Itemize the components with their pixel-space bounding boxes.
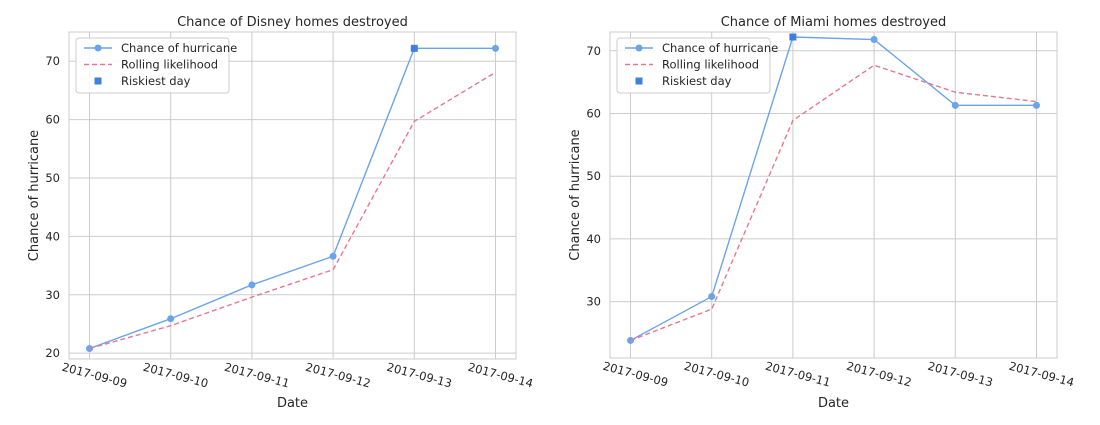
y-tick-label: 70 xyxy=(586,44,601,58)
rolling-likelihood-line xyxy=(630,64,1037,342)
legend-label: Chance of hurricane xyxy=(121,41,237,55)
hurricane-chance-point xyxy=(951,101,959,109)
hurricane-chance-point xyxy=(167,315,175,323)
y-tick-label: 30 xyxy=(586,295,601,309)
hurricane-chance-point xyxy=(870,36,878,44)
legend-box xyxy=(616,37,771,94)
legend-circle-swatch xyxy=(635,44,643,52)
hurricane-chance-point xyxy=(492,44,499,52)
legend-label: Chance of hurricane xyxy=(662,41,778,55)
legend-label: Rolling likelihood xyxy=(121,58,218,72)
plot-frame xyxy=(609,31,1058,359)
y-tick-label: 50 xyxy=(45,171,60,185)
y-tick-label: 60 xyxy=(45,113,60,127)
x-tick-label: 2017-09-11 xyxy=(223,360,291,391)
hurricane-chance-point xyxy=(708,293,716,301)
y-tick-label: 70 xyxy=(45,54,60,68)
hurricane-chance-line xyxy=(89,47,496,350)
x-tick-label: 2017-09-09 xyxy=(601,359,669,390)
x-tick-label: 2017-09-12 xyxy=(304,360,372,391)
legend-label: Riskiest day xyxy=(662,74,732,88)
rolling-likelihood-line xyxy=(89,71,496,350)
x-tick-label: 2017-09-14 xyxy=(466,360,534,391)
legend-circle-swatch xyxy=(94,44,102,52)
y-tick-label: 40 xyxy=(45,229,60,243)
riskiest-day-marker xyxy=(789,33,797,41)
chart-title: Chance of Miami homes destroyed xyxy=(721,15,947,30)
plot-frame xyxy=(68,31,517,360)
y-tick-label: 40 xyxy=(586,232,601,246)
x-tick-label: 2017-09-09 xyxy=(60,360,128,391)
x-tick-label: 2017-09-10 xyxy=(683,359,751,390)
y-tick-label: 60 xyxy=(586,107,601,121)
x-axis-label: Date xyxy=(818,396,849,411)
hurricane-chance-point xyxy=(1033,101,1040,109)
x-tick-label: 2017-09-12 xyxy=(845,359,913,390)
y-axis-label: Chance of hurricane xyxy=(568,129,583,260)
legend-label: Rolling likelihood xyxy=(662,58,759,72)
chart-miami: 30 40 50 60 70 2017-09-09 2017-09-10 2017-09-11… xyxy=(568,15,1076,411)
y-axis-label: Chance of hurricane xyxy=(27,130,42,261)
hurricane-chance-line xyxy=(630,36,1037,342)
legend-square-swatch xyxy=(94,77,102,85)
hurricane-chance-point xyxy=(248,281,256,289)
y-tick-label: 50 xyxy=(586,169,601,183)
x-tick-label: 2017-09-10 xyxy=(142,360,210,391)
chart-title: Chance of Disney homes destroyed xyxy=(177,15,408,30)
x-axis-label: Date xyxy=(277,396,308,411)
x-tick-label: 2017-09-14 xyxy=(1007,359,1075,390)
x-tick-label: 2017-09-13 xyxy=(926,359,994,390)
x-tick-label: 2017-09-11 xyxy=(764,359,832,390)
hurricane-chance-point xyxy=(329,252,337,260)
riskiest-day-marker xyxy=(410,44,418,52)
legend-label: Riskiest day xyxy=(121,74,191,88)
legend-square-swatch xyxy=(635,77,643,85)
legend-box xyxy=(75,37,230,94)
chart-disney: 20 30 40 50 60 70 2017-09-09 2017-09-10 2017-09-… xyxy=(27,15,535,411)
y-tick-label: 20 xyxy=(45,346,60,360)
x-tick-label: 2017-09-13 xyxy=(385,360,453,391)
y-tick-label: 30 xyxy=(45,288,60,302)
